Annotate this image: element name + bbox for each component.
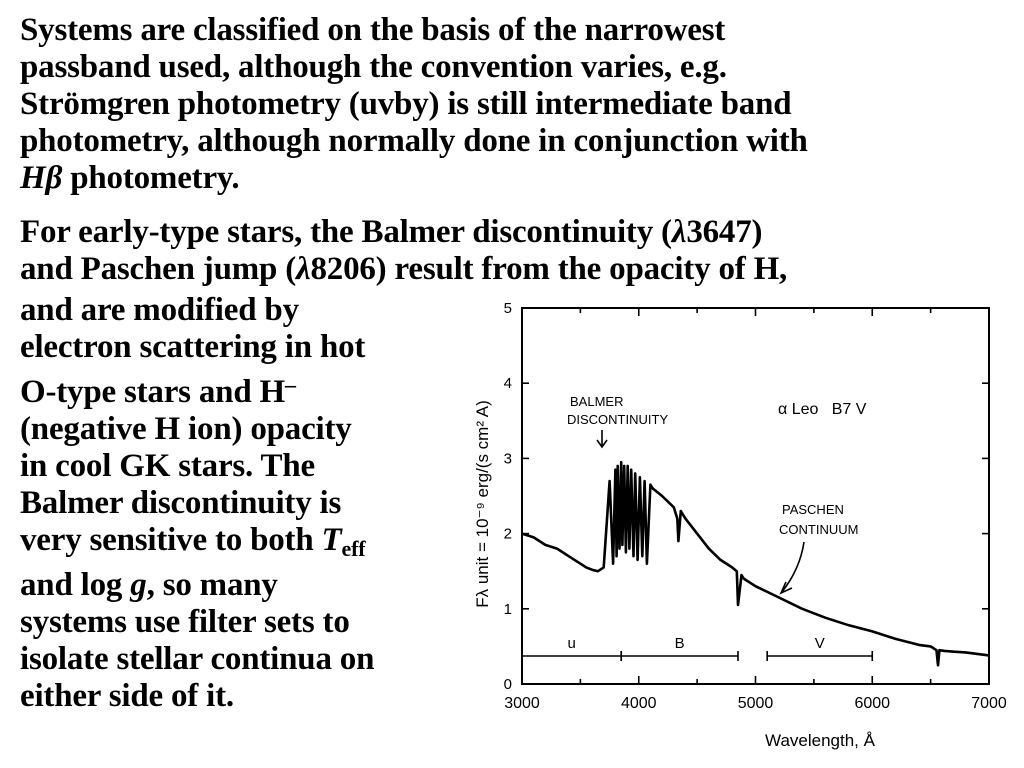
spectrum-chart: 0 1 2 3 4 5 3000 4000 5000 6000 7000 Fλ unit = 10… <box>473 300 1007 750</box>
text-line: either side of it. <box>20 678 234 714</box>
x-tick-label: 6000 <box>854 695 890 712</box>
text-line: Strömgren photometry (uvby) is still int… <box>20 86 792 122</box>
text-fragment: and Paschen jump ( <box>20 251 297 287</box>
text-line: in cool GK stars. The <box>20 448 315 484</box>
plot-frame <box>521 307 990 685</box>
balmer-annotation-line1: BALMER <box>570 394 623 409</box>
paschen-annotation-line1: PASCHEN <box>782 502 844 517</box>
subscript-eff: eff <box>341 536 366 561</box>
text-line: (negative H ion) opacity <box>20 411 352 447</box>
text-line: systems use filter sets to <box>20 604 350 640</box>
text-fragment: photometry. <box>62 160 240 196</box>
paragraph-balmer-discontinuity-left: and are modified by electron scattering … <box>20 292 374 715</box>
superscript-minus: – <box>285 372 296 397</box>
text-line: passband used, although the convention v… <box>20 49 727 85</box>
text-line: Balmer discontinuity is <box>20 485 342 521</box>
x-tick-label: 4000 <box>621 695 657 712</box>
text-line: and are modified by <box>20 292 299 328</box>
text-line: For early-type stars, the Balmer discont… <box>20 214 787 251</box>
paragraph-passband-classification: Systems are classified on the basis of t… <box>20 12 808 197</box>
paschen-arrow <box>779 541 805 595</box>
text-fragment: 8206) result from the opacity of H, <box>310 251 788 287</box>
y-tick-label: 1 <box>504 601 512 618</box>
y-tick-label: 0 <box>504 676 512 693</box>
text-line: Systems are classified on the basis of t… <box>20 12 726 48</box>
band-label: B <box>675 635 685 652</box>
y-tick-label: 3 <box>504 450 512 467</box>
text-line: O-type stars and H– <box>20 366 374 411</box>
spectrum-line <box>521 460 990 667</box>
text-line: photometry, although normally done in co… <box>20 123 808 159</box>
h-beta-symbol: Hβ <box>20 160 63 196</box>
text-line: and log g, so many <box>20 567 374 604</box>
text-fragment: and log <box>20 567 131 603</box>
text-line: and Paschen jump (λ8206) result from the… <box>20 251 787 288</box>
text-fragment: , so many <box>146 567 278 603</box>
y-tick-label: 5 <box>504 300 512 317</box>
x-ticks: 3000 4000 5000 6000 7000 <box>504 308 1007 712</box>
y-tick-label: 2 <box>504 526 512 543</box>
text-line: isolate stellar continua on <box>20 641 375 677</box>
x-tick-label: 7000 <box>971 695 1007 712</box>
y-ticks: 0 1 2 3 4 5 <box>504 300 989 693</box>
balmer-annotation-line2: DISCONTINUITY <box>567 412 668 427</box>
paragraph-balmer-discontinuity-top: For early-type stars, the Balmer discont… <box>20 214 787 288</box>
balmer-arrow <box>596 430 608 449</box>
text-line: very sensitive to both Teff <box>20 522 374 567</box>
x-tick-label: 3000 <box>504 695 540 712</box>
x-axis-label: Wavelength, Å <box>765 731 876 750</box>
g-symbol: g <box>130 567 147 603</box>
text-line: electron scattering in hot <box>20 329 366 365</box>
y-axis-label: Fλ unit = 10⁻⁹ erg/(s cm² A) <box>473 400 492 608</box>
x-tick-label: 5000 <box>738 695 774 712</box>
text-fragment: very sensitive to both <box>20 522 322 558</box>
text-line: Hβ photometry. <box>20 160 808 197</box>
paschen-annotation-line2: CONTINUUM <box>779 522 858 537</box>
band-label: V <box>815 635 825 652</box>
text-fragment: 3647) <box>686 214 763 250</box>
lambda-symbol: λ <box>671 214 687 250</box>
star-label: α Leo B7 V <box>778 401 867 418</box>
text-fragment: For early-type stars, the Balmer discont… <box>20 214 672 250</box>
text-fragment: O-type stars and H <box>20 374 285 410</box>
band-label: u <box>567 635 575 652</box>
y-tick-label: 4 <box>504 375 512 392</box>
t-symbol: T <box>321 522 342 558</box>
lambda-symbol: λ <box>296 251 311 287</box>
